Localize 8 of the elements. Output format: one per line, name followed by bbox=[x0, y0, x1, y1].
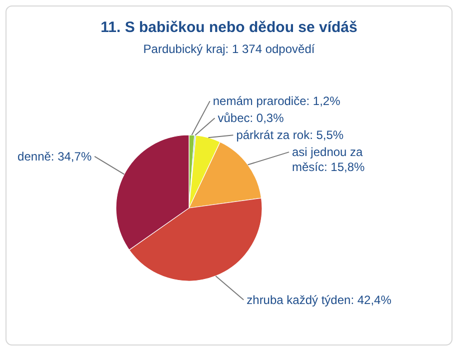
chart-title: 11. S babičkou nebo dědou se vídáš bbox=[100, 19, 358, 36]
slice-label: nemám prarodiče: 1,2% bbox=[212, 94, 341, 108]
slice-label: párkrát za rok: 5,5% bbox=[236, 128, 344, 142]
slice-label: asi jednou za měsíc: 15,8% bbox=[292, 145, 366, 174]
slice-label: zhruba každý týden: 42,4% bbox=[246, 292, 392, 307]
slice-label: denně: 34,7% bbox=[18, 149, 92, 164]
slice-label: vůbec: 0,3% bbox=[218, 111, 284, 126]
chart-subtitle: Pardubický kraj: 1 374 odpovědí bbox=[143, 42, 316, 56]
